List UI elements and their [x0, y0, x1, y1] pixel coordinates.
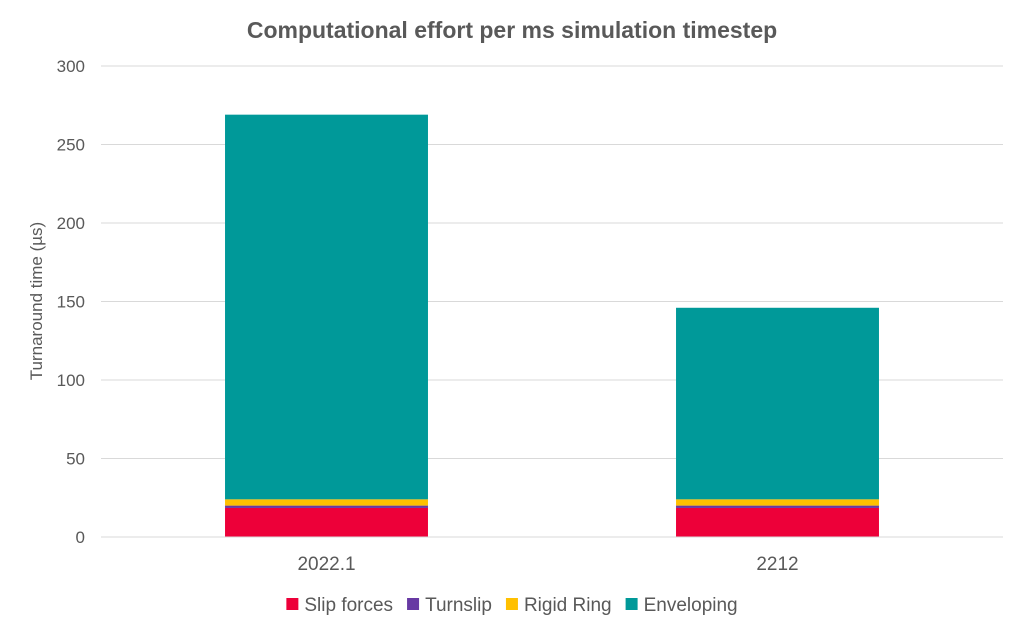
bar-segment-turnslip: [676, 505, 879, 508]
legend-item: Rigid Ring: [505, 595, 612, 616]
legend-swatch: [286, 598, 299, 610]
y-tick-label: 200: [57, 214, 85, 233]
legend-label: Turnslip: [425, 595, 492, 616]
y-tick-label: 300: [57, 57, 85, 76]
bar-area: [225, 114, 879, 537]
y-axis-ticks: 0 50 100 150 200 250 300: [57, 57, 85, 547]
bar-segment-slip-forces: [225, 507, 428, 537]
bar-segment-enveloping: [225, 114, 428, 500]
bar-segment-slip-forces: [676, 507, 879, 537]
bar-segment-rigid-ring: [225, 499, 428, 506]
bar-segment-enveloping: [676, 307, 879, 500]
legend-item: Turnslip: [407, 595, 492, 616]
x-tick-label: 2022.1: [297, 554, 355, 575]
legend-swatch: [625, 598, 638, 610]
y-tick-label: 150: [57, 293, 85, 312]
chart-title: Computational effort per ms simulation t…: [247, 17, 777, 43]
legend: Slip forces Turnslip Rigid Ring Enveloping: [286, 595, 738, 616]
y-tick-label: 250: [57, 136, 85, 155]
bar-segment-turnslip: [225, 505, 428, 508]
y-tick-label: 100: [57, 371, 85, 390]
bar-segment-rigid-ring: [676, 499, 879, 506]
x-axis-ticks: 2022.1 2212: [297, 554, 798, 575]
legend-label: Slip forces: [304, 595, 393, 616]
legend-swatch: [407, 598, 420, 610]
legend-item: Slip forces: [286, 595, 393, 616]
x-tick-label: 2212: [756, 554, 798, 575]
y-tick-label: 0: [76, 528, 85, 547]
y-axis-label: Turnaround time (µs): [27, 222, 46, 380]
legend-label: Enveloping: [644, 595, 738, 616]
legend-label: Rigid Ring: [524, 595, 612, 616]
legend-swatch: [505, 598, 518, 610]
y-tick-label: 50: [66, 450, 85, 469]
legend-item: Enveloping: [625, 595, 738, 616]
